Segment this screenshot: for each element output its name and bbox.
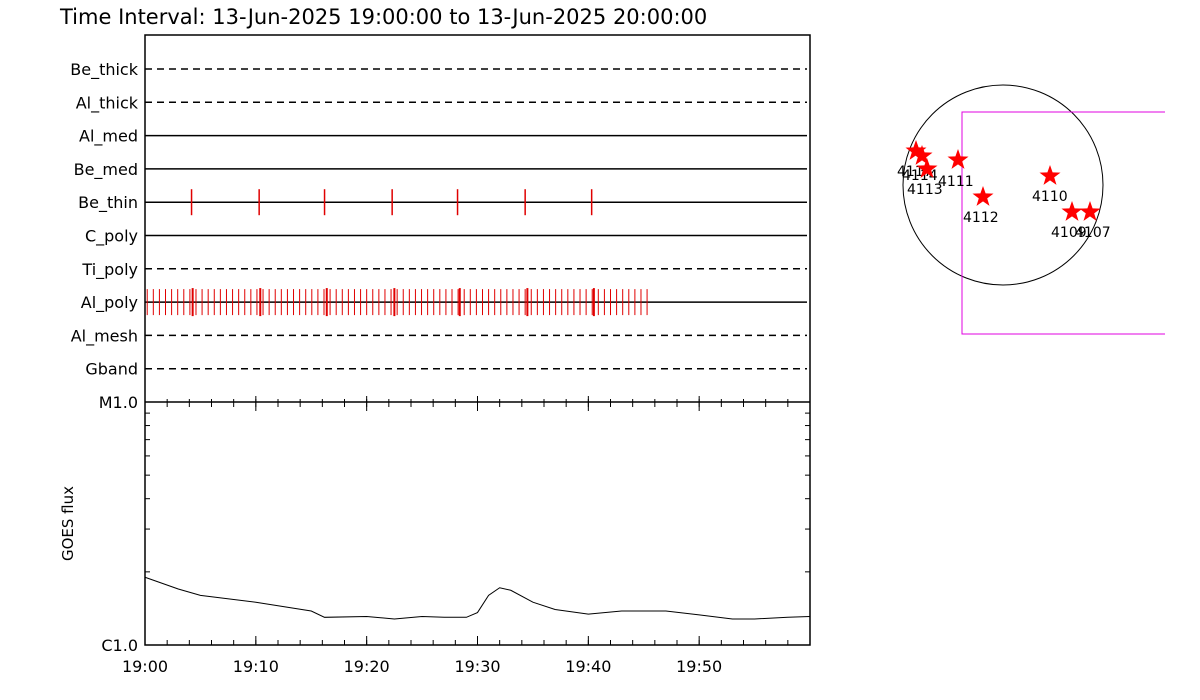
filter-label: Gband (85, 360, 138, 379)
x-tick-label: 19:00 (122, 657, 168, 676)
region-marker (972, 186, 994, 206)
region-marker (947, 149, 969, 169)
y-axis-label: GOES flux (59, 486, 77, 561)
x-tick-label: 19:40 (565, 657, 611, 676)
region-label: 4112 (963, 210, 999, 226)
region-label: 4111 (938, 174, 974, 190)
region-label: 4110 (1032, 189, 1068, 205)
x-tick-label: 19:30 (454, 657, 500, 676)
filter-label: C_poly (85, 227, 138, 247)
region-marker (911, 145, 933, 165)
y-tick-label: M1.0 (99, 393, 138, 412)
region-marker (1039, 165, 1061, 185)
filter-label: Al_med (79, 127, 138, 147)
x-tick-label: 19:50 (676, 657, 722, 676)
filter-label: Al_poly (81, 293, 138, 313)
goes-curve (144, 576, 811, 620)
x-tick-label: 19:20 (344, 657, 390, 676)
region-marker (1079, 201, 1101, 221)
solar-disk (902, 84, 1104, 286)
fov-box (961, 111, 1165, 335)
filter-label: Al_mesh (71, 326, 138, 346)
plot-frame (144, 34, 811, 646)
filter-label: Be_thick (70, 60, 138, 80)
region-label: 4109 (1051, 225, 1087, 241)
filter-label: Be_thin (78, 193, 138, 213)
region-label: 4107 (1075, 225, 1111, 241)
y-tick-label: C1.0 (101, 636, 138, 655)
region-marker (916, 158, 938, 178)
title: Time Interval: 13-Jun-2025 19:00:00 to 1… (59, 5, 707, 29)
filter-label: Ti_poly (81, 260, 138, 280)
region-label: 4113 (907, 182, 943, 198)
x-tick-label: 19:10 (233, 657, 279, 676)
region-marker (905, 140, 927, 160)
filter-label: Be_med (74, 160, 138, 180)
filter-label: Al_thick (76, 93, 139, 113)
region-marker (1061, 201, 1083, 221)
